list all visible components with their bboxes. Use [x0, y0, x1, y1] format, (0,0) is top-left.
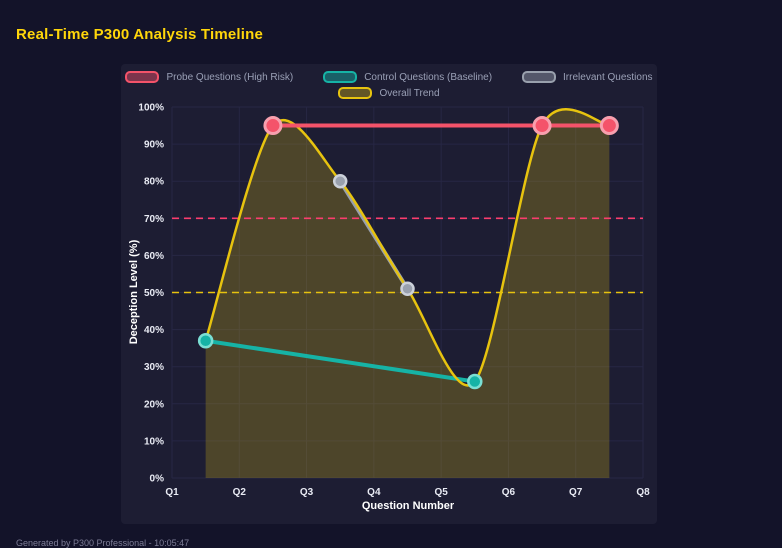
data-point-control[interactable] [467, 373, 483, 390]
data-point-probe[interactable] [532, 116, 552, 136]
data-point-probe[interactable] [599, 116, 619, 136]
legend-item-probe[interactable]: Probe Questions (High Risk) [125, 71, 293, 83]
legend-row: Probe Questions (High Risk) Control Quest… [125, 71, 653, 83]
x-tick-label: Q4 [367, 487, 381, 498]
chart-panel: Probe Questions (High Risk) Control Quest… [121, 64, 657, 524]
x-axis-title: Question Number [361, 500, 455, 512]
legend-label: Control Questions (Baseline) [364, 71, 493, 83]
legend-swatch-trend [338, 87, 373, 99]
x-tick-label: Q7 [569, 487, 583, 498]
y-tick-label: 40% [144, 325, 164, 336]
timeline-chart[interactable]: Q1 Q2 Q3 Q4 Q5 Q6 Q7 Q8 0% 10% 20% 30% 40% 50% 60% 70% 8… [121, 64, 657, 524]
x-tick-label: Q6 [502, 487, 516, 498]
legend-row: Overall Trend [338, 87, 440, 99]
legend-item-irrelevant[interactable]: Irrelevant Questions [522, 71, 653, 83]
y-axis-title: Deception Level (%) [128, 239, 140, 345]
y-tick-label: 0% [150, 474, 165, 485]
legend-swatch-control [323, 71, 358, 83]
y-tick-label: 90% [144, 140, 164, 151]
page-title: Real-Time P300 Analysis Timeline [16, 26, 264, 43]
legend-swatch-irrelevant [522, 71, 557, 83]
series-line-control[interactable] [203, 338, 477, 384]
y-tick-label: 80% [144, 177, 164, 188]
y-tick-label: 20% [144, 399, 164, 410]
footer-note: Generated by P300 Professional - 10:05:4… [16, 538, 190, 548]
x-tick-label: Q5 [434, 487, 448, 498]
data-point-irrelevant[interactable] [332, 173, 348, 189]
x-tick-label: Q3 [300, 487, 314, 498]
y-tick-label: 30% [144, 362, 164, 373]
y-tick-label: 70% [144, 214, 164, 225]
legend-label: Probe Questions (High Risk) [166, 71, 294, 83]
data-point-probe[interactable] [263, 116, 283, 136]
y-tick-label: 50% [144, 288, 164, 299]
legend-item-control[interactable]: Control Questions (Baseline) [323, 71, 492, 83]
y-tick-label: 10% [144, 436, 164, 447]
y-tick-label: 60% [144, 251, 164, 262]
x-tick-label: Q8 [636, 487, 650, 498]
legend-item-trend[interactable]: Overall Trend [338, 87, 440, 99]
legend-swatch-probe [125, 71, 160, 83]
data-point-irrelevant[interactable] [400, 281, 415, 297]
data-point-control[interactable] [197, 332, 214, 349]
x-tick-label: Q1 [165, 487, 179, 498]
legend-label: Overall Trend [379, 87, 440, 99]
y-tick-label: 100% [138, 103, 164, 114]
chart-legend: Probe Questions (High Risk) Control Quest… [121, 71, 657, 99]
x-tick-label: Q2 [233, 487, 247, 498]
legend-label: Irrelevant Questions [563, 71, 653, 83]
